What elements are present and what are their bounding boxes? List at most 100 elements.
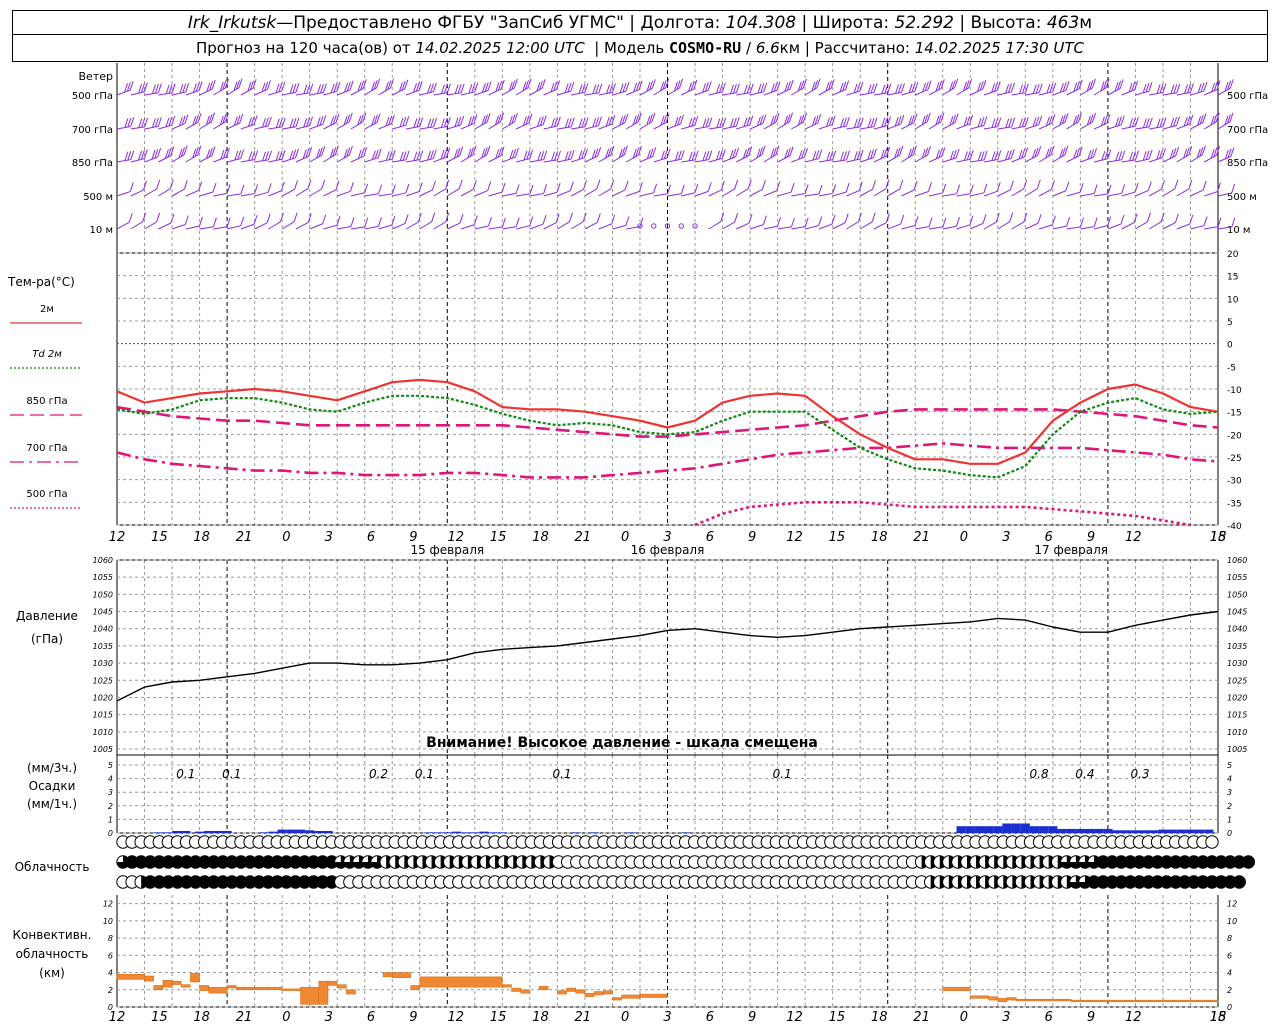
wind-barb-feather — [956, 184, 961, 194]
wind-barb-feather — [1087, 150, 1092, 160]
wind-barb-shaft — [1135, 90, 1150, 96]
wind-barb-feather — [1203, 216, 1208, 226]
wind-barb-feather — [660, 116, 665, 126]
wind-barb-feather — [1118, 151, 1123, 161]
wind-barb — [681, 150, 699, 163]
wind-barb — [130, 117, 149, 130]
pressure-tick-left: 1015 — [93, 711, 113, 720]
time-tick-label: 3 — [663, 1010, 671, 1024]
wind-barb-feather — [632, 148, 637, 159]
wind-barb-shaft — [309, 188, 322, 197]
wind-barb-shaft — [791, 121, 804, 130]
pressure-warning: Внимание! Высокое давление - шкала смеще… — [426, 735, 818, 751]
wind-barb-shaft — [213, 226, 228, 230]
wind-barb-shaft — [309, 154, 323, 163]
wind-barb — [405, 182, 423, 197]
wind-barb-feather — [483, 147, 488, 157]
precip-bar — [194, 831, 205, 833]
wind-barb — [419, 212, 436, 230]
wind-barb-shaft — [791, 156, 805, 163]
wind-barb-feather — [1038, 83, 1043, 93]
wind-barb-feather — [1131, 117, 1136, 127]
wind-barb-feather — [1227, 148, 1232, 158]
wind-barb-feather — [440, 84, 445, 94]
wind-barb — [309, 214, 327, 230]
wind-barb — [777, 217, 795, 230]
pressure-tick-right: 1045 — [1227, 608, 1247, 617]
wind-barb-feather — [1100, 81, 1105, 92]
cloud-cover-fill — [1087, 855, 1101, 869]
wind-barb-shaft — [571, 126, 586, 130]
wind-barb-shaft — [171, 123, 186, 130]
wind-level-label-right: 500 гПа — [1227, 91, 1268, 102]
pressure-unit: (гПа) — [31, 632, 63, 646]
wind-barb-shaft — [1121, 222, 1135, 230]
wind-barb-feather — [899, 179, 904, 190]
wind-barb-feather — [982, 214, 987, 224]
wind-barb-shaft — [736, 155, 749, 163]
wind-barb-shaft — [336, 121, 350, 130]
wind-barb-shaft — [736, 92, 751, 96]
wind-barb-feather — [1197, 83, 1202, 93]
wind-barb — [226, 149, 245, 163]
wind-barb — [956, 150, 974, 163]
wind-barb-feather — [1048, 115, 1053, 125]
wind-barb — [763, 181, 781, 197]
wind-barb-shaft — [392, 88, 406, 96]
wind-barb-shaft — [419, 158, 434, 163]
wind-barb-feather — [856, 82, 861, 93]
wind-barb-shaft — [419, 126, 434, 130]
precip-bar — [589, 832, 599, 833]
wind-barb — [185, 145, 202, 163]
wind-barb-shaft — [763, 225, 778, 230]
wind-barb-shaft — [1066, 191, 1081, 197]
wind-barb-feather — [1093, 184, 1098, 194]
wind-barb-feather — [951, 80, 956, 90]
wind-barb-feather — [320, 83, 324, 94]
wind-barb-shaft — [901, 154, 914, 163]
wind-barb-feather — [129, 182, 134, 192]
wind-barb — [914, 146, 931, 163]
wind-barb-feather — [870, 83, 875, 94]
wind-barb-shaft — [405, 191, 420, 197]
wind-barb-feather — [662, 80, 667, 90]
wind-barb-feather — [596, 213, 601, 223]
wind-barb-shaft — [1080, 193, 1095, 197]
wind-barb-feather — [1064, 112, 1069, 123]
wind-barb-feather — [459, 213, 464, 224]
wind-barb — [846, 117, 864, 130]
wind-barb-feather — [179, 84, 184, 94]
wind-barb — [350, 112, 367, 130]
wind-barb — [447, 83, 465, 96]
wind-barb-feather — [605, 117, 610, 127]
time-tick-label: 15 — [151, 530, 168, 545]
wind-barb — [392, 116, 410, 130]
wind-barb — [1148, 180, 1165, 197]
wind-barb-shaft — [1038, 224, 1053, 230]
wind-barb-feather — [872, 148, 877, 158]
wind-barb-feather — [993, 82, 998, 92]
wind-barb-shaft — [240, 87, 254, 96]
wind-barb-feather — [220, 149, 225, 160]
wind-barb-shaft — [144, 188, 157, 197]
wind-barb-feather — [385, 151, 390, 161]
wind-barb — [185, 216, 203, 230]
wind-barb — [364, 217, 382, 230]
wind-barb-shaft — [557, 190, 571, 197]
wind-barb — [639, 147, 657, 163]
convective-tick-left: 4 — [108, 969, 113, 978]
wind-barb — [1011, 117, 1029, 130]
wind-barb-feather — [264, 81, 269, 91]
wind-barb-feather — [332, 114, 337, 125]
wind-barb-feather — [1133, 213, 1138, 223]
wind-barb — [722, 212, 739, 230]
time-tick-label: 6 — [1044, 1010, 1052, 1024]
precip-bar — [1176, 829, 1186, 833]
wind-barb — [460, 114, 478, 130]
wind-barb — [254, 213, 271, 230]
wind-barb-feather — [470, 147, 474, 157]
wind-barb-shaft — [625, 154, 639, 163]
wind-barb-feather — [749, 115, 754, 126]
wind-barb-feather — [856, 150, 861, 160]
precip-bar — [1167, 829, 1177, 833]
